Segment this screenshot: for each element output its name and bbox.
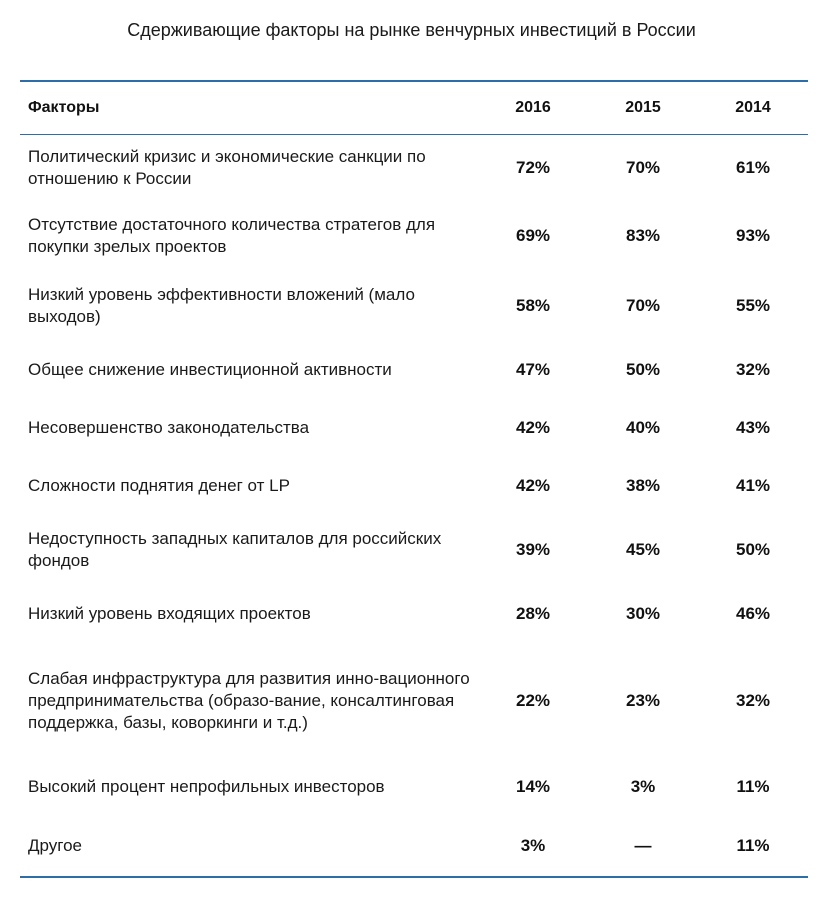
value-2015: 30% [625,604,661,623]
value-2016: 14% [515,777,551,796]
column-header-2014: 2014 [735,99,771,116]
value-2015: — [634,836,652,855]
factor-cell: Несовершенство законодательства [28,418,310,437]
value-2014: 50% [735,540,771,559]
factor-cell: Общее снижение инвестиционной активности [28,360,392,379]
header-divider [20,134,808,135]
factor-cell: Низкий уровень эффективности вложений (м… [28,285,415,326]
table-top-rule [20,80,808,82]
value-2016: 72% [515,158,551,177]
factor-cell: Сложности поднятия денег от LP [28,476,290,495]
value-2015: 38% [625,476,661,495]
table-row: Другое 3% — 11% [20,816,808,876]
table-row: Низкий уровень эффективности вложений (м… [20,271,808,341]
value-2014: 61% [735,158,771,177]
factors-table: Факторы 2016 2015 2014 [20,82,808,134]
table-row: Общее снижение инвестиционной активности… [20,341,808,399]
value-2015: 70% [625,158,661,177]
factor-cell: Политический кризис и экономические санк… [28,147,426,188]
factor-cell: Высокий процент непрофильных инвесторов [28,777,385,796]
value-2014: 32% [735,690,771,710]
value-2014: 41% [735,476,771,495]
value-2016: 22% [515,690,551,710]
value-2015: 23% [625,690,661,710]
table-row: Слабая инфраструктура для развития инно-… [20,643,808,758]
table-row: Сложности поднятия денег от LP 42% 38% 4… [20,457,808,515]
value-2015: 50% [625,360,661,379]
value-2014: 55% [735,296,771,315]
value-2014: 11% [736,836,770,855]
value-2016: 28% [515,604,551,623]
value-2016: 69% [515,226,551,245]
table-row: Недоступность западных капиталов для рос… [20,515,808,585]
value-2014: 11% [736,777,770,796]
table-row: Высокий процент непрофильных инвесторов … [20,758,808,816]
column-header-2015: 2015 [625,99,661,116]
factor-cell: Другое [28,836,83,855]
factor-cell: Низкий уровень входящих проектов [28,604,311,623]
value-2015: 70% [625,296,661,315]
value-2015: 45% [625,540,661,559]
value-2015: 83% [625,226,661,245]
table-bottom-rule [20,876,808,878]
table-row: Несовершенство законодательства 42% 40% … [20,399,808,457]
table-header: Факторы 2016 2015 2014 [20,82,808,134]
value-2014: 93% [735,226,771,245]
factor-cell: Слабая инфраструктура для развития инно-… [28,668,470,732]
value-2016: 47% [515,360,551,379]
table-row: Политический кризис и экономические санк… [20,135,808,201]
table-row: Низкий уровень входящих проектов 28% 30%… [20,585,808,643]
column-header-factors: Факторы [28,99,100,116]
header-row: Факторы 2016 2015 2014 [20,82,808,134]
column-header-2016: 2016 [515,99,551,116]
value-2014: 32% [735,360,771,379]
value-2015: 40% [625,418,661,437]
value-2016: 58% [515,296,551,315]
table-row: Отсутствие достаточного количества страт… [20,201,808,271]
value-2016: 3% [520,836,546,855]
factors-table-body: Политический кризис и экономические санк… [20,135,808,876]
factor-cell: Отсутствие достаточного количества страт… [28,215,436,256]
factors-table-container: Факторы 2016 2015 2014 Политический криз… [20,80,808,878]
value-2015: 3% [630,777,656,796]
factor-cell: Недоступность западных капиталов для рос… [28,529,442,570]
value-2014: 46% [735,604,771,623]
value-2014: 43% [735,418,771,437]
value-2016: 42% [515,418,551,437]
page-title: Сдерживающие факторы на рынке венчурных … [127,20,696,40]
value-2016: 39% [515,540,551,559]
value-2016: 42% [515,476,551,495]
